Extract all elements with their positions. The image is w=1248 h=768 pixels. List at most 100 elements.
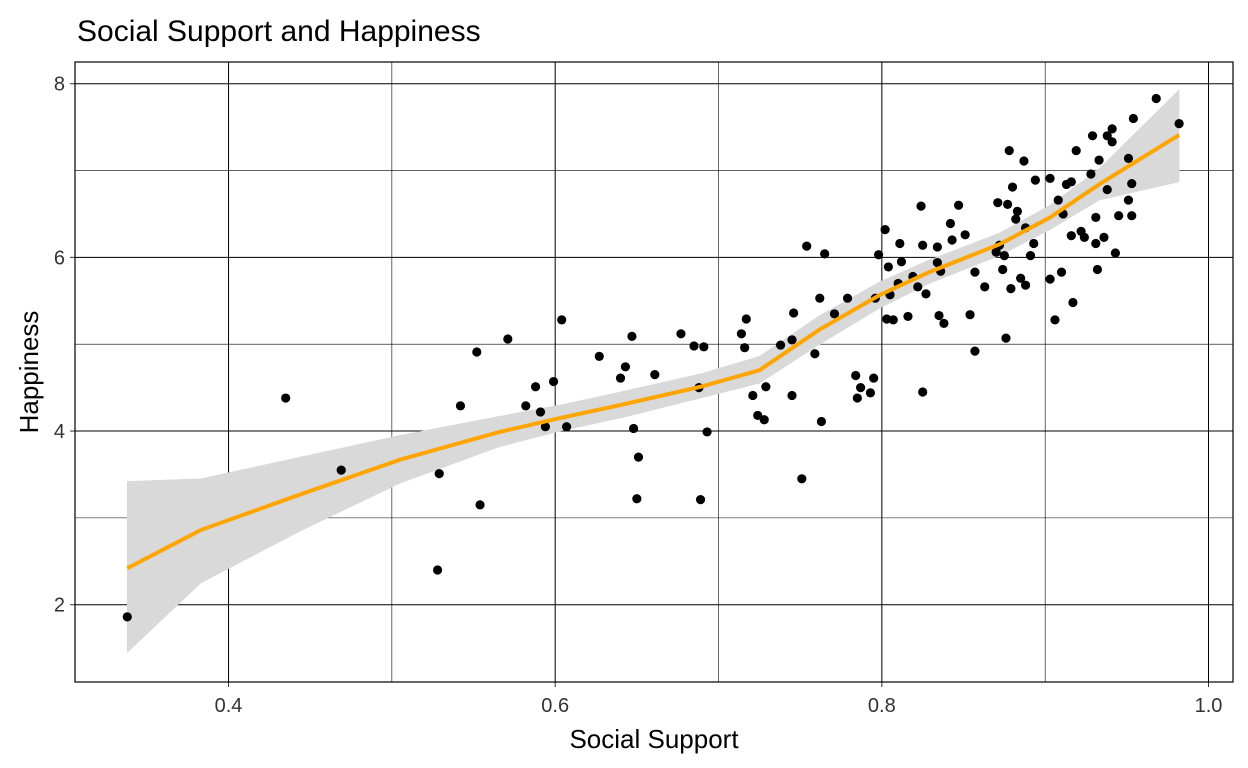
point xyxy=(689,341,699,351)
point xyxy=(1004,145,1014,156)
point xyxy=(741,314,751,324)
point xyxy=(947,235,957,245)
point xyxy=(122,612,132,622)
point xyxy=(736,329,746,339)
point xyxy=(888,315,898,325)
point xyxy=(960,230,970,240)
point xyxy=(740,343,750,353)
y-tick-label: 2 xyxy=(54,595,65,617)
y-tick-label: 8 xyxy=(54,74,65,96)
point xyxy=(856,383,866,393)
point xyxy=(1091,238,1101,249)
point xyxy=(562,422,572,432)
point xyxy=(632,494,642,504)
confidence-band xyxy=(399,415,500,484)
point xyxy=(503,334,513,344)
point xyxy=(883,262,893,272)
y-tick-label: 6 xyxy=(54,247,65,269)
point xyxy=(521,401,531,411)
point xyxy=(1019,156,1029,166)
point xyxy=(1025,251,1036,261)
point xyxy=(759,415,769,425)
y-tick-label: 4 xyxy=(54,421,65,443)
point xyxy=(1107,137,1117,147)
point xyxy=(1045,274,1055,284)
point xyxy=(535,407,546,417)
point xyxy=(1079,232,1089,243)
confidence-band xyxy=(126,478,202,654)
point xyxy=(702,427,712,437)
point xyxy=(1012,206,1023,216)
point xyxy=(921,289,931,299)
point xyxy=(540,422,550,432)
point xyxy=(699,342,709,352)
point xyxy=(1066,231,1076,241)
point xyxy=(475,500,485,510)
point xyxy=(336,465,346,475)
point xyxy=(1086,169,1096,179)
x-tick-label: 0.6 xyxy=(541,695,569,717)
point xyxy=(1006,284,1016,294)
point xyxy=(1102,185,1112,195)
point xyxy=(650,370,660,380)
point xyxy=(1045,173,1055,183)
point xyxy=(1087,131,1098,141)
point xyxy=(1127,178,1137,189)
point xyxy=(939,318,949,328)
point xyxy=(998,264,1008,275)
point xyxy=(1011,214,1021,224)
point xyxy=(1056,267,1067,277)
point xyxy=(1094,155,1104,165)
point xyxy=(970,267,980,277)
x-axis-label: Social Support xyxy=(569,724,739,754)
point xyxy=(913,282,923,292)
point xyxy=(896,257,907,267)
point xyxy=(787,390,797,401)
point xyxy=(903,311,913,322)
point xyxy=(797,474,807,484)
point xyxy=(873,250,884,260)
smooth-line xyxy=(126,133,1181,571)
point xyxy=(869,373,879,383)
point xyxy=(615,373,626,383)
point xyxy=(787,335,797,345)
point xyxy=(1001,333,1011,343)
point xyxy=(1030,175,1040,185)
point xyxy=(748,390,758,401)
point xyxy=(1066,177,1076,187)
point xyxy=(816,416,827,427)
point xyxy=(775,340,786,350)
point xyxy=(810,349,820,359)
point xyxy=(1050,315,1060,325)
point xyxy=(753,410,763,421)
point xyxy=(1174,119,1184,129)
point xyxy=(1016,273,1026,283)
point xyxy=(932,257,942,268)
point xyxy=(829,309,840,319)
point xyxy=(993,198,1003,208)
point xyxy=(281,393,291,403)
point xyxy=(865,388,876,398)
point xyxy=(1091,212,1101,223)
point xyxy=(548,376,559,387)
point xyxy=(1114,211,1124,221)
point xyxy=(1020,280,1031,290)
point xyxy=(530,382,541,392)
point xyxy=(934,310,944,321)
point xyxy=(1127,211,1137,221)
point xyxy=(916,201,926,211)
point xyxy=(676,329,686,339)
point xyxy=(1029,238,1039,249)
y-axis-label: Happiness xyxy=(14,311,44,434)
point xyxy=(1110,248,1121,258)
point xyxy=(1128,113,1138,124)
point xyxy=(815,293,825,303)
point xyxy=(852,393,862,403)
panel-border xyxy=(74,61,1234,683)
point xyxy=(434,468,444,479)
point xyxy=(842,293,853,303)
point xyxy=(1123,195,1134,205)
point xyxy=(594,351,604,361)
confidence-band xyxy=(200,456,301,584)
x-tick-label: 1.0 xyxy=(1195,695,1223,717)
